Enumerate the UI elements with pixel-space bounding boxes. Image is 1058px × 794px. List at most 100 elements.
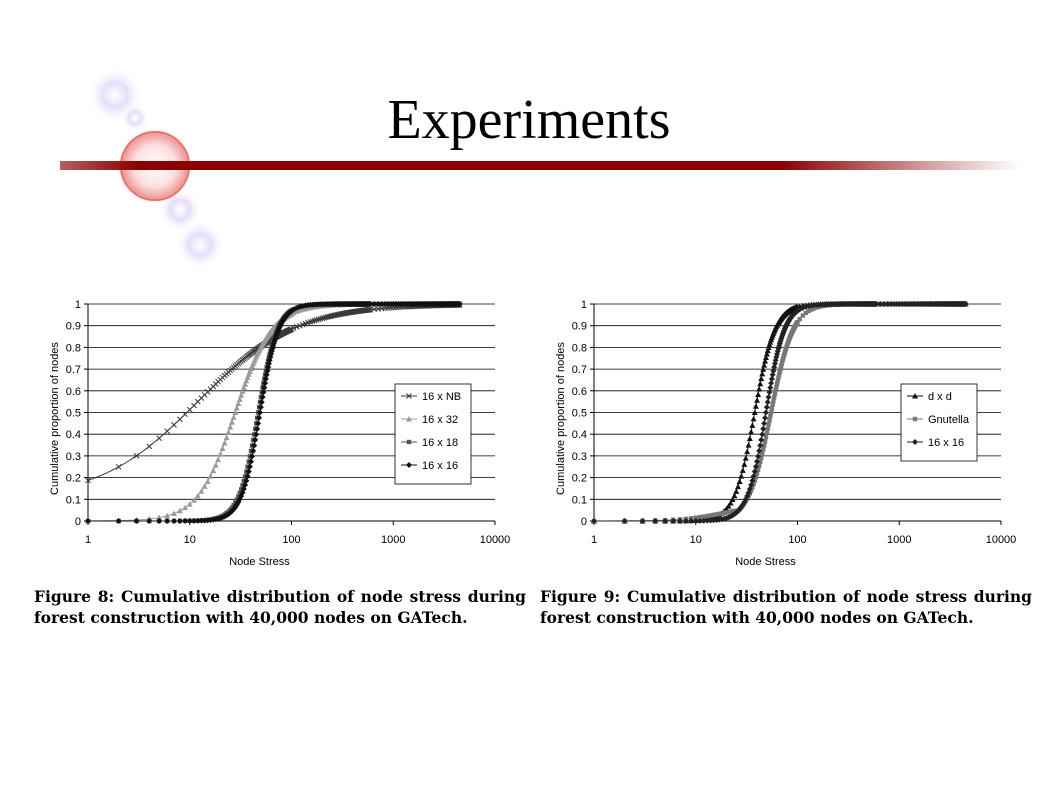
data-point — [245, 371, 252, 377]
legend-swatch-marker — [406, 393, 412, 399]
data-point — [662, 517, 669, 524]
data-point — [246, 463, 253, 470]
data-point — [194, 492, 201, 499]
data-point — [768, 410, 774, 415]
data-point — [228, 508, 235, 515]
data-point — [367, 301, 374, 308]
y-tick-label: 0.9 — [572, 321, 587, 333]
data-point — [770, 367, 777, 374]
data-point — [682, 517, 689, 524]
chart-svg: 0 0.1 0.2 0.3 0.4 0.5 0.6 0.7 0.8 0.9 1 1 10 100 1000 1… — [555, 299, 1017, 568]
data-point — [229, 505, 235, 510]
data-point — [212, 462, 219, 468]
data-point — [639, 517, 646, 524]
data-point — [751, 409, 758, 415]
data-point — [716, 511, 722, 517]
data-point — [795, 319, 800, 325]
data-point — [233, 501, 240, 508]
data-point — [246, 368, 253, 374]
data-point — [251, 442, 258, 449]
data-point — [264, 367, 271, 374]
data-point — [776, 342, 783, 349]
data-point — [182, 411, 188, 418]
data-point — [881, 301, 888, 308]
x-axis-label: Node Stress — [735, 556, 796, 568]
legend: d x d Gnutella 16 x 16 — [900, 383, 978, 462]
data-point — [780, 356, 786, 362]
data-point — [225, 429, 232, 435]
data-point — [269, 345, 276, 352]
y-tick-label: 0.6 — [66, 386, 81, 398]
data-point — [800, 313, 806, 318]
data-point — [240, 485, 247, 492]
data-point — [761, 420, 768, 427]
legend-swatch-marker — [406, 416, 412, 422]
data-point — [764, 430, 770, 436]
data-point — [204, 478, 211, 484]
data-point — [738, 473, 745, 479]
y-axis-label: Cumulative proportion of nodes — [49, 342, 61, 495]
x-tick-label: 10 — [690, 534, 702, 546]
data-point — [219, 445, 226, 452]
data-point — [771, 395, 777, 400]
data-point — [707, 517, 714, 524]
data-point — [701, 514, 707, 519]
data-point — [749, 477, 756, 484]
data-point — [769, 406, 775, 411]
x-tick-label: 1000 — [887, 534, 911, 546]
x-tick-label: 10000 — [986, 534, 1017, 546]
data-point — [778, 364, 784, 369]
data-point — [888, 301, 895, 308]
y-tick-label: 0.9 — [66, 321, 81, 333]
data-point — [456, 301, 463, 307]
data-point — [877, 301, 884, 308]
data-point — [223, 434, 230, 441]
data-point — [262, 380, 269, 387]
data-point — [772, 357, 779, 364]
data-point — [670, 517, 677, 524]
data-point — [382, 301, 389, 308]
data-point — [234, 497, 239, 502]
data-point — [133, 517, 140, 524]
data-point — [731, 492, 738, 499]
y-tick-label: 0.1 — [66, 494, 81, 506]
data-point — [752, 403, 759, 409]
data-point — [198, 517, 205, 524]
data-point — [265, 364, 272, 371]
legend-swatch-marker — [406, 462, 412, 468]
data-point — [256, 409, 263, 416]
data-point — [290, 325, 297, 332]
y-axis-label: Cumulative proportion of nodes — [555, 342, 567, 495]
data-point — [768, 375, 775, 382]
data-point — [186, 517, 193, 524]
data-point — [760, 425, 767, 432]
data-point — [763, 350, 770, 357]
data-point — [757, 380, 764, 387]
data-point — [186, 501, 193, 507]
data-point — [708, 513, 713, 518]
data-point — [177, 416, 183, 423]
data-point — [809, 307, 814, 312]
data-point — [156, 514, 163, 521]
legend-label: 16 x 18 — [422, 437, 458, 449]
data-point — [245, 468, 252, 475]
data-point — [321, 315, 327, 321]
data-point — [710, 517, 717, 524]
legend-label: 16 x 32 — [422, 414, 458, 426]
data-point — [375, 301, 382, 308]
data-point — [734, 483, 741, 490]
data-point — [223, 512, 230, 519]
data-point — [751, 468, 758, 475]
data-point — [754, 471, 760, 476]
data-point — [253, 431, 260, 438]
data-point — [748, 482, 755, 489]
data-point — [811, 306, 817, 311]
data-point — [759, 370, 766, 377]
data-point — [204, 517, 211, 524]
data-point — [621, 517, 628, 524]
data-point — [749, 422, 756, 428]
data-point — [746, 485, 753, 492]
data-point — [745, 442, 752, 448]
data-point — [771, 364, 778, 371]
data-point — [760, 451, 765, 457]
